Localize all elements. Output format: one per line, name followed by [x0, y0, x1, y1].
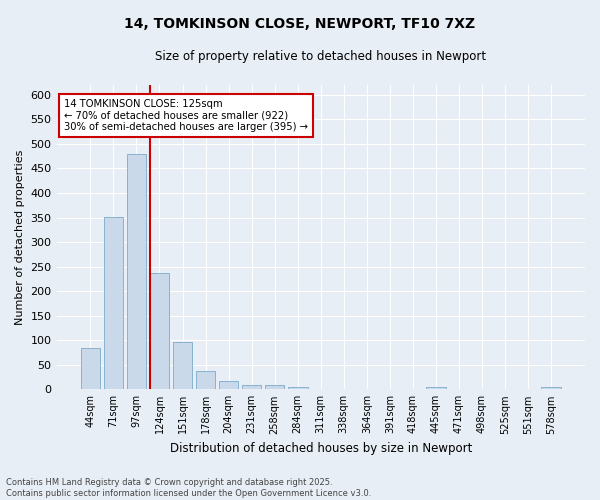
- Bar: [219, 382, 238, 390]
- Bar: [80, 348, 100, 390]
- Bar: [196, 371, 215, 390]
- Bar: [173, 342, 193, 390]
- Bar: [149, 273, 169, 390]
- Title: Size of property relative to detached houses in Newport: Size of property relative to detached ho…: [155, 50, 487, 63]
- Text: 14 TOMKINSON CLOSE: 125sqm
← 70% of detached houses are smaller (922)
30% of sem: 14 TOMKINSON CLOSE: 125sqm ← 70% of deta…: [64, 98, 308, 132]
- X-axis label: Distribution of detached houses by size in Newport: Distribution of detached houses by size …: [170, 442, 472, 455]
- Text: Contains HM Land Registry data © Crown copyright and database right 2025.
Contai: Contains HM Land Registry data © Crown c…: [6, 478, 371, 498]
- Bar: [242, 386, 262, 390]
- Bar: [265, 386, 284, 390]
- Bar: [541, 387, 561, 390]
- Bar: [104, 216, 123, 390]
- Text: 14, TOMKINSON CLOSE, NEWPORT, TF10 7XZ: 14, TOMKINSON CLOSE, NEWPORT, TF10 7XZ: [124, 18, 476, 32]
- Bar: [426, 387, 446, 390]
- Y-axis label: Number of detached properties: Number of detached properties: [15, 150, 25, 325]
- Bar: [288, 387, 308, 390]
- Bar: [127, 154, 146, 390]
